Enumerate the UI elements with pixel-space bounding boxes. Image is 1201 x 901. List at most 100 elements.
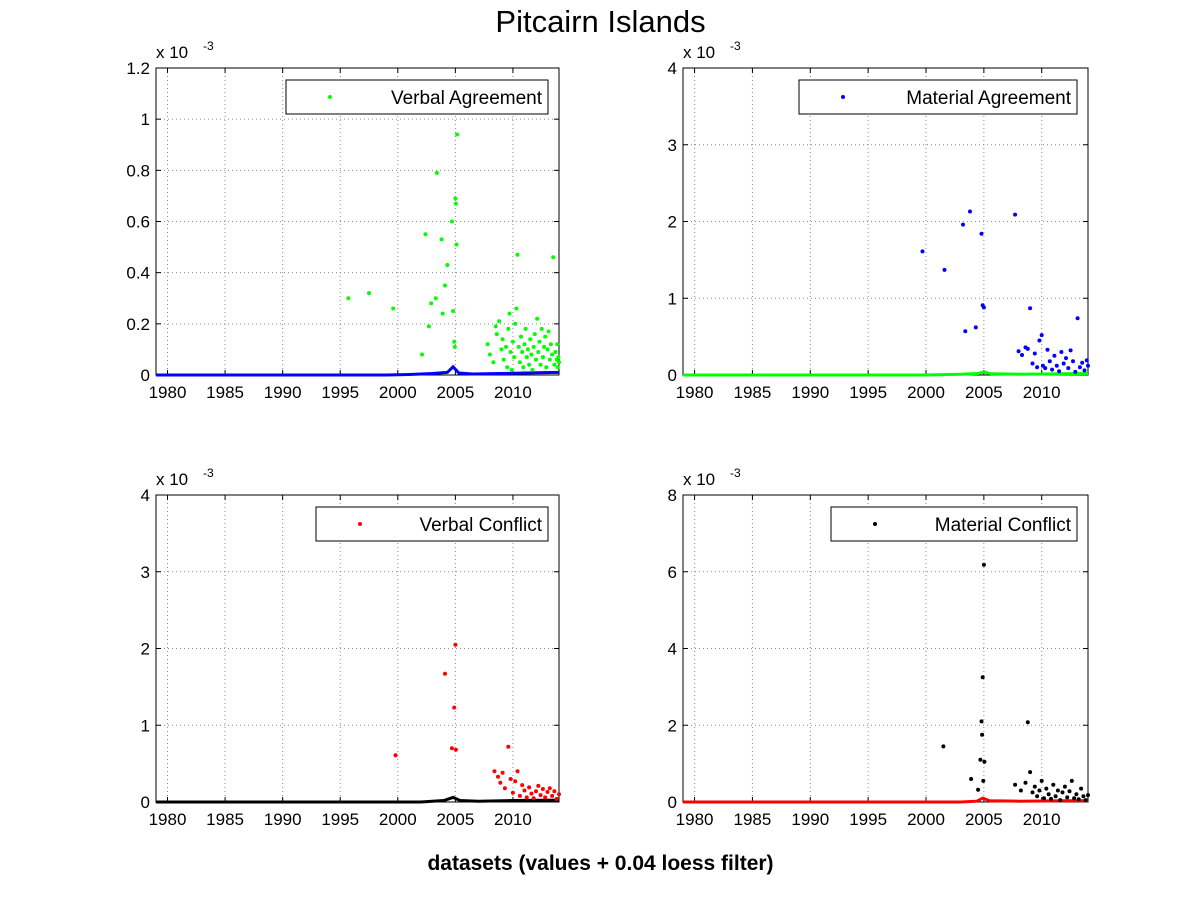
data-point (531, 344, 536, 349)
x-tick-label: 1995 (849, 383, 887, 402)
data-point (524, 795, 529, 800)
y-tick-label: 0.8 (126, 161, 150, 180)
data-point (532, 332, 537, 337)
data-point (453, 196, 458, 201)
x-tick-label: 1985 (734, 810, 772, 829)
data-point (1086, 363, 1090, 368)
data-point (551, 255, 556, 260)
data-point (1039, 778, 1044, 783)
data-point (1055, 788, 1060, 793)
data-point (1086, 793, 1090, 798)
loess-line (683, 796, 1088, 804)
legend-marker (873, 522, 877, 526)
data-point (538, 362, 543, 367)
x-tick-label: 2005 (436, 383, 474, 402)
y-tick-label: 4 (668, 640, 677, 659)
data-point (1052, 353, 1057, 358)
y-tick-label: 1.2 (126, 59, 150, 78)
data-point (1030, 361, 1035, 366)
data-point (543, 334, 548, 339)
data-point (1035, 365, 1040, 370)
data-point (1016, 349, 1021, 354)
data-point (523, 326, 528, 331)
figure-xlabel: datasets (values + 0.04 loess filter) (427, 852, 774, 875)
data-point (521, 365, 526, 370)
subplot-3: 1980 1985 1990 1995 2000 2005 2010 0 1 2 3 4 x 10 -3 V… (141, 466, 561, 829)
data-point (1065, 795, 1070, 800)
data-point (443, 283, 447, 288)
data-point (1013, 212, 1018, 217)
data-point (500, 337, 505, 342)
data-point (517, 360, 522, 365)
data-point (1074, 792, 1079, 797)
x-tick-label: 2000 (379, 383, 417, 402)
data-point (1023, 780, 1028, 785)
data-point (522, 342, 527, 347)
data-point (545, 347, 550, 352)
data-point (980, 675, 985, 680)
data-point (1081, 794, 1086, 799)
data-point (540, 787, 545, 791)
x-tick-label: 2005 (965, 383, 1003, 402)
data-point (968, 209, 972, 214)
legend-box (830, 506, 1078, 542)
data-point (530, 367, 535, 372)
data-point (982, 759, 987, 764)
data-point (426, 324, 431, 329)
x-tick-label: 1990 (264, 383, 302, 402)
data-point (440, 311, 445, 316)
x-tick-label: 1990 (791, 810, 829, 829)
x-tick-label: 1985 (206, 383, 244, 402)
data-point (423, 232, 428, 237)
data-point (449, 746, 454, 751)
data-point (487, 352, 492, 357)
data-point (979, 231, 984, 236)
data-point (433, 296, 438, 301)
x-tick-label: 1995 (321, 810, 359, 829)
data-point (980, 732, 985, 737)
data-point (981, 778, 986, 783)
data-point (547, 786, 552, 791)
data-point (510, 339, 515, 344)
y-scale-label: x 10 (683, 43, 715, 62)
data-point (555, 342, 560, 347)
data-point (527, 362, 532, 367)
data-point (552, 362, 557, 367)
data-point (496, 774, 500, 779)
x-tick-label: 1980 (676, 810, 714, 829)
data-point (1067, 789, 1072, 794)
data-point (1082, 368, 1087, 373)
data-point (550, 793, 555, 798)
data-point (1050, 367, 1055, 372)
data-point (538, 793, 543, 798)
data-point (544, 365, 549, 370)
legend-marker (358, 522, 362, 526)
subplot-4: 1980 1985 1990 1995 2000 2005 2010 0 2 4 6 8 x 10 -3 M… (668, 466, 1090, 829)
data-point (515, 252, 520, 257)
data-point (1075, 316, 1080, 321)
data-point (1028, 306, 1033, 311)
x-tick-label: 2010 (1023, 810, 1061, 829)
x-tick-label: 2000 (379, 810, 417, 829)
x-tick-label: 1980 (149, 383, 187, 402)
data-point (1060, 790, 1065, 795)
data-point (1032, 351, 1037, 356)
data-point (517, 793, 522, 798)
y-scale-exponent: -3 (203, 466, 214, 480)
data-point (498, 780, 503, 785)
legend-box (315, 506, 549, 542)
y-tick-label: 0 (668, 366, 677, 385)
data-point (506, 744, 511, 749)
y-tick-label: 0.6 (126, 213, 150, 232)
data-point (520, 783, 525, 788)
y-tick-label: 0.2 (126, 315, 150, 334)
data-point (961, 222, 965, 227)
data-point (1013, 782, 1018, 787)
x-tick-label: 1995 (321, 383, 359, 402)
data-point (502, 786, 507, 791)
data-point (543, 795, 548, 800)
data-point (509, 367, 514, 372)
x-tick-label: 2010 (494, 383, 532, 402)
y-tick-label: 3 (668, 136, 677, 155)
data-point (553, 350, 558, 354)
